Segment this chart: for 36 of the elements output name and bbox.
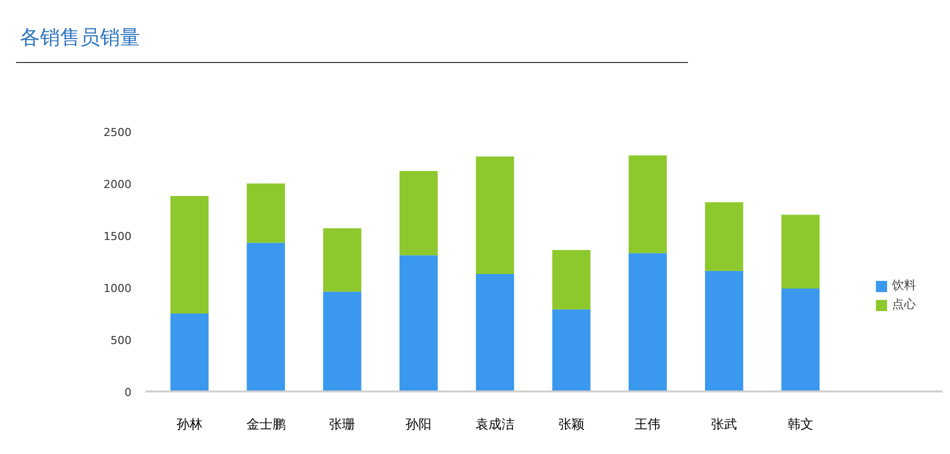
x-tick-label: 张武: [711, 418, 738, 432]
bar: [476, 156, 514, 274]
y-tick-label: 500: [110, 334, 132, 347]
x-tick-label: 袁成洁: [475, 418, 514, 432]
x-tick-label: 金士鹏: [246, 418, 286, 432]
bar: [705, 202, 744, 271]
y-tick-label: 1500: [104, 230, 132, 243]
bar: [323, 292, 362, 392]
chart-title: 各销售员销量: [16, 0, 688, 63]
y-tick-label: 1000: [104, 282, 132, 295]
y-tick-label: 2500: [104, 126, 132, 139]
x-tick-label: 王伟: [634, 418, 661, 432]
bar: [705, 270, 744, 392]
x-tick-label: 张颖: [558, 418, 584, 432]
bar: [552, 250, 590, 310]
bar: [628, 155, 667, 254]
bar: [246, 242, 285, 392]
bar: [552, 309, 590, 392]
x-tick-label: 孙林: [176, 418, 202, 432]
x-tick-label: 韩文: [787, 418, 814, 432]
x-tick-label: 孙阳: [406, 418, 432, 432]
y-tick-label: 2000: [104, 178, 132, 191]
bar: [476, 274, 514, 392]
bar: [400, 171, 438, 256]
legend-label: 点心: [892, 296, 916, 313]
bar: [781, 288, 820, 392]
bar: [323, 228, 362, 292]
bar: [170, 196, 209, 314]
bar: [400, 255, 438, 392]
y-tick-label: 0: [124, 386, 132, 399]
bar: [781, 214, 820, 289]
legend-label: 饮料: [892, 277, 916, 294]
x-tick-label: 张珊: [329, 418, 356, 432]
bar: [628, 253, 667, 392]
bar: [170, 314, 209, 392]
bar: [246, 184, 285, 243]
